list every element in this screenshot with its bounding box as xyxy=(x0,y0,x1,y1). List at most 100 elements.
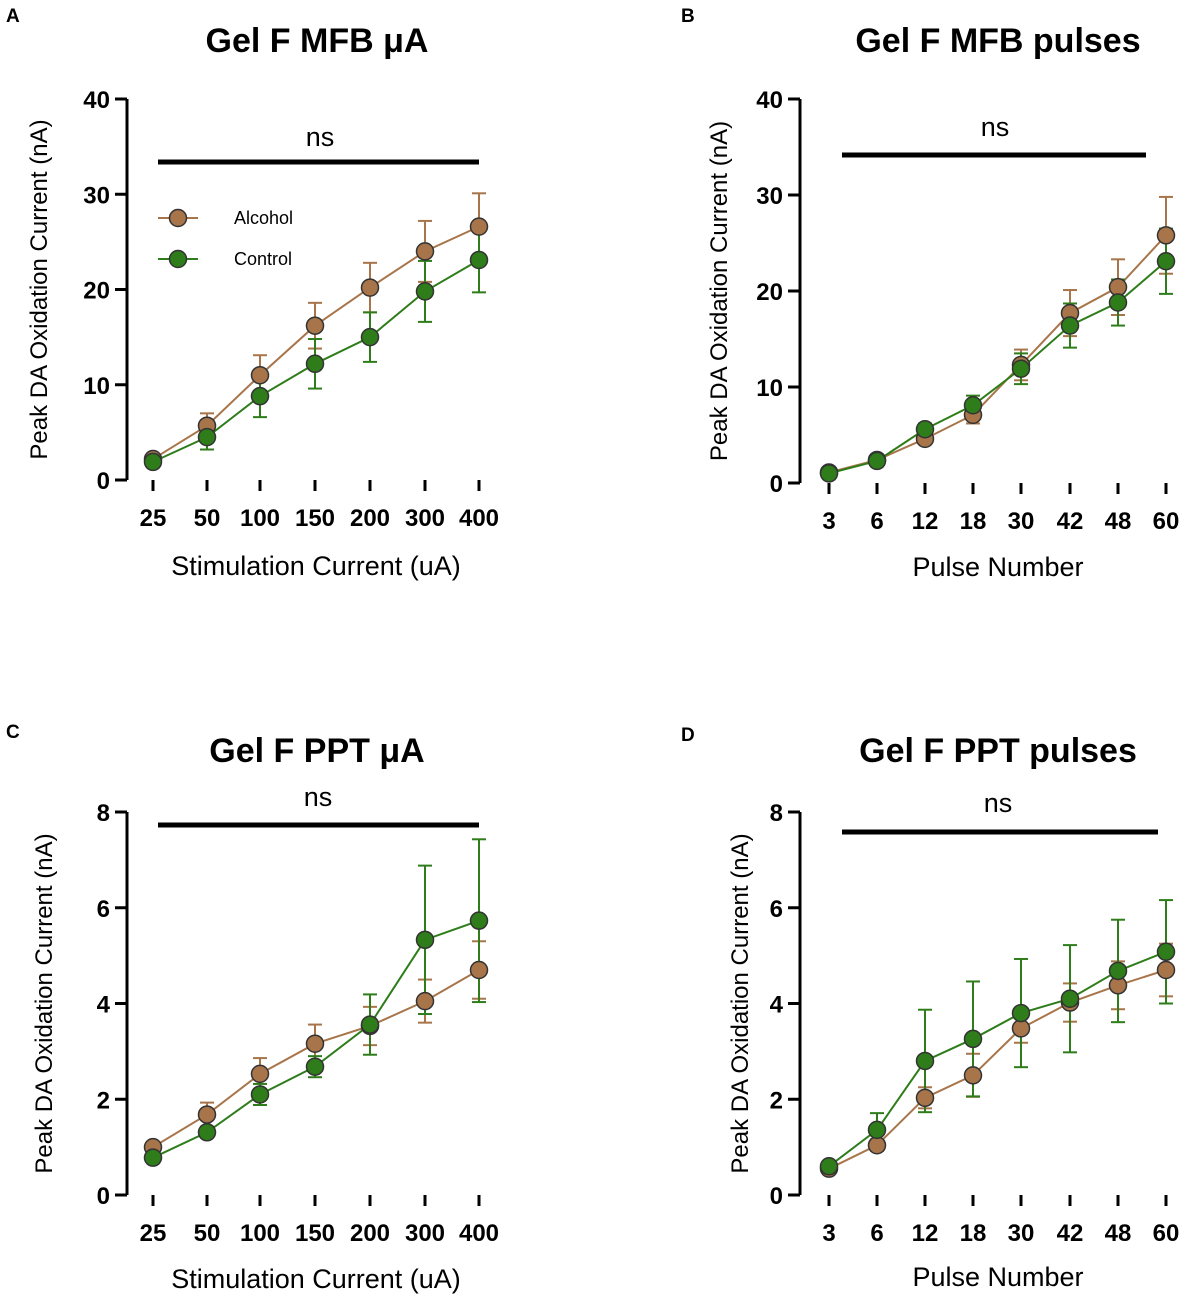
x-tick-label: 100 xyxy=(240,505,280,532)
y-tick-label: 10 xyxy=(756,375,783,402)
y-tick-label: 20 xyxy=(756,279,783,306)
significance-label: ns xyxy=(981,112,1010,142)
chart-title: Gel F MFB pulses xyxy=(855,22,1140,60)
y-tick-label: 30 xyxy=(756,183,783,210)
data-point-alcohol xyxy=(867,1135,887,1155)
x-tick-label: 300 xyxy=(405,1220,445,1247)
panel-letter: A xyxy=(6,6,20,27)
data-point-control xyxy=(915,419,935,439)
y-tick-label: 40 xyxy=(83,87,110,114)
data-point-control xyxy=(415,930,435,950)
significance-label: ns xyxy=(304,782,333,812)
data-point-alcohol xyxy=(305,1034,325,1053)
data-point-control xyxy=(1060,989,1080,1008)
legend-label-control: Control xyxy=(234,249,292,269)
series-alcohol xyxy=(822,195,1173,476)
x-tick-label: 12 xyxy=(912,508,939,535)
chart-title: Gel F PPT μA xyxy=(209,732,424,770)
data-point-control xyxy=(360,327,380,347)
data-point-control xyxy=(963,395,983,415)
y-tick-label: 8 xyxy=(770,800,783,827)
chart-title: Gel F MFB μA xyxy=(206,22,429,60)
x-axis-label: Pulse Number xyxy=(912,1262,1083,1292)
data-point-control xyxy=(197,427,217,447)
x-tick-label: 400 xyxy=(459,1220,499,1247)
chart-panel-c: C Gel F PPT μA 0 2 4 6 8 25 50 100 150 200 300 400 Sti… xyxy=(6,722,499,1294)
x-tick-label: 18 xyxy=(960,1220,987,1247)
x-tick-label: 150 xyxy=(295,1220,335,1247)
data-point-alcohol xyxy=(469,960,489,980)
x-axis-label: Stimulation Current (uA) xyxy=(171,1264,461,1294)
legend-marker xyxy=(168,208,188,228)
data-point-control xyxy=(1060,316,1080,335)
data-point-alcohol xyxy=(197,1105,217,1124)
data-point-control xyxy=(1011,1003,1031,1023)
x-tick-label: 48 xyxy=(1105,1220,1132,1247)
x-axis-label: Stimulation Current (uA) xyxy=(171,551,461,581)
x-tick-label: 200 xyxy=(350,505,390,532)
x-tick-label: 42 xyxy=(1057,1220,1084,1247)
y-tick-label: 40 xyxy=(756,87,783,114)
data-point-alcohol xyxy=(963,1066,983,1085)
x-tick-label: 400 xyxy=(459,505,499,532)
data-point-control xyxy=(1156,251,1176,271)
data-point-control xyxy=(1108,293,1128,312)
y-tick-label: 10 xyxy=(83,373,110,400)
data-point-alcohol xyxy=(1108,277,1128,297)
chart-title: Gel F PPT pulses xyxy=(859,732,1137,770)
data-point-alcohol xyxy=(415,991,435,1011)
chart-panel-a: A Gel F MFB μA 0 10 20 30 40 25 50 100 150 200 300 40… xyxy=(6,6,499,581)
y-tick-label: 20 xyxy=(83,278,110,305)
data-point-control xyxy=(143,1148,163,1167)
x-tick-label: 42 xyxy=(1057,508,1084,535)
data-point-control xyxy=(250,386,270,406)
data-point-alcohol xyxy=(360,278,380,297)
series-control xyxy=(146,838,486,1162)
chart-panel-b: B Gel F MFB pulses 0 10 20 30 40 3 6 12 18 30 42 48 60… xyxy=(681,6,1179,582)
x-tick-label: 60 xyxy=(1153,508,1180,535)
x-tick-label: 3 xyxy=(822,508,835,535)
panel-letter: D xyxy=(681,725,695,746)
y-tick-label: 6 xyxy=(770,896,783,923)
x-tick-label: 6 xyxy=(870,508,883,535)
y-tick-label: 4 xyxy=(770,992,784,1019)
x-tick-label: 60 xyxy=(1153,1220,1180,1247)
data-point-control xyxy=(143,452,163,472)
y-tick-label: 30 xyxy=(83,182,110,209)
y-axis-label: Peak DA Oxidation Current (nA) xyxy=(31,833,58,1173)
y-tick-label: 0 xyxy=(97,468,110,495)
data-point-control xyxy=(197,1123,217,1142)
x-tick-label: 18 xyxy=(960,508,987,535)
panel-letter: B xyxy=(681,6,695,27)
data-point-control xyxy=(305,354,325,374)
y-tick-label: 0 xyxy=(770,471,783,498)
y-axis-label: Peak DA Oxidation Current (nA) xyxy=(706,121,733,461)
x-tick-label: 100 xyxy=(240,1220,280,1247)
legend-label-alcohol: Alcohol xyxy=(234,208,293,228)
data-point-control xyxy=(819,1157,839,1176)
x-tick-label: 3 xyxy=(822,1220,835,1247)
data-point-control xyxy=(1011,359,1031,379)
y-tick-label: 2 xyxy=(770,1087,783,1114)
data-point-alcohol xyxy=(1011,1019,1031,1038)
data-point-control xyxy=(469,250,489,270)
x-tick-label: 6 xyxy=(870,1220,883,1247)
data-point-control xyxy=(1108,961,1128,981)
data-point-control xyxy=(819,464,839,483)
data-point-alcohol xyxy=(250,1064,270,1084)
data-point-alcohol xyxy=(250,365,270,385)
series-line xyxy=(828,234,1167,474)
data-point-alcohol xyxy=(305,316,325,335)
y-tick-label: 4 xyxy=(97,992,111,1019)
significance-label: ns xyxy=(306,122,335,152)
data-point-control xyxy=(360,1015,380,1034)
data-point-control xyxy=(469,911,489,930)
panel-letter: C xyxy=(6,722,20,743)
data-point-control xyxy=(867,451,887,471)
y-tick-label: 6 xyxy=(97,896,110,923)
y-tick-label: 0 xyxy=(97,1183,110,1210)
x-tick-label: 300 xyxy=(405,505,445,532)
x-axis-label: Pulse Number xyxy=(912,552,1083,582)
data-point-control xyxy=(250,1085,270,1104)
